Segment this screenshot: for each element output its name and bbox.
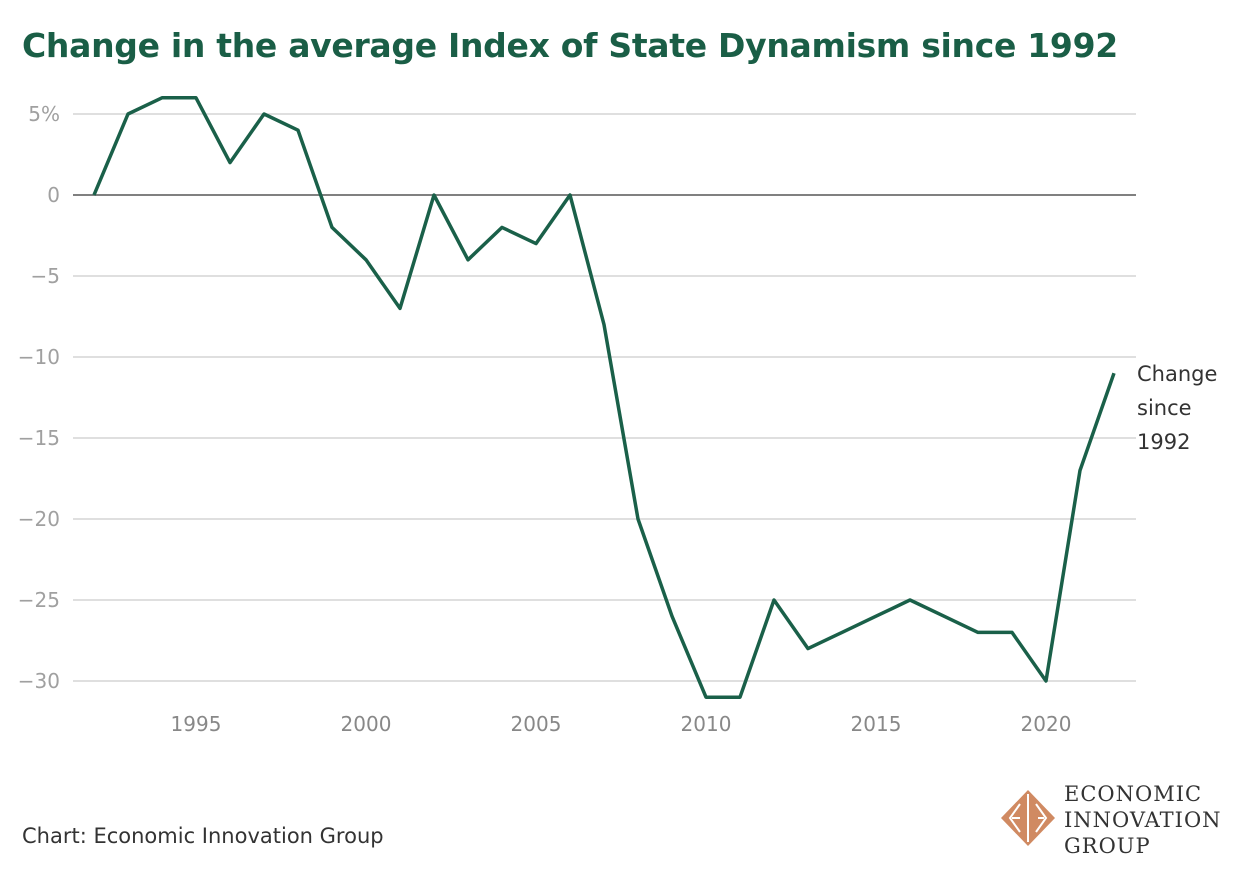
series-label: since <box>1137 396 1192 420</box>
x-tick-label: 2020 <box>1021 712 1072 736</box>
logo-text: INNOVATION <box>1064 808 1222 832</box>
y-tick-label: 5% <box>28 102 60 126</box>
logo-text: ECONOMIC <box>1064 782 1202 806</box>
x-tick-label: 2005 <box>511 712 562 736</box>
x-tick-label: 1995 <box>171 712 222 736</box>
x-tick-label: 2015 <box>851 712 902 736</box>
series-label: Change <box>1137 362 1217 386</box>
y-tick-label: −25 <box>18 588 60 612</box>
logo-text: GROUP <box>1064 834 1151 858</box>
line-chart: 5% 0 −5 −10 −15 −20 −25 −30 1995 2000 2005 2010 2015… <box>18 96 1217 736</box>
x-tick-label: 2000 <box>341 712 392 736</box>
x-tick-label: 2010 <box>681 712 732 736</box>
y-tick-label: 0 <box>47 183 60 207</box>
y-tick-label: −20 <box>18 507 60 531</box>
y-tick-label: −10 <box>18 345 60 369</box>
chart-source: Chart: Economic Innovation Group <box>22 824 384 848</box>
logo-diamond-icon <box>1001 790 1055 846</box>
y-tick-label: −15 <box>18 426 60 450</box>
series-label: 1992 <box>1137 430 1190 454</box>
y-tick-label: −30 <box>18 669 60 693</box>
chart-title: Change in the average Index of State Dyn… <box>22 26 1118 65</box>
series-line <box>92 96 1116 699</box>
y-tick-label: −5 <box>31 264 60 288</box>
